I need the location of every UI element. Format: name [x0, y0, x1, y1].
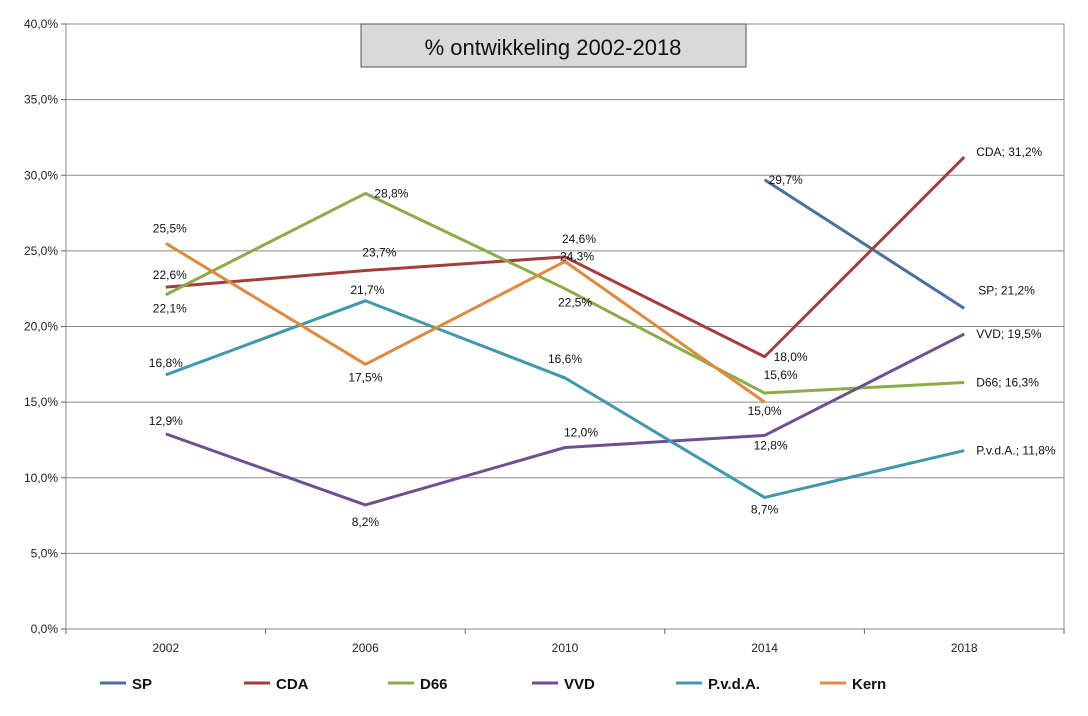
- x-tick-label: 2006: [352, 641, 379, 655]
- y-tick-label: 15,0%: [24, 395, 58, 409]
- x-tick-label: 2002: [152, 641, 179, 655]
- data-label-p-v-d-a: 16,6%: [548, 352, 582, 366]
- data-label-vvd: 12,8%: [754, 438, 788, 452]
- data-label-cda: CDA; 31,2%: [976, 145, 1042, 159]
- chart-title-box: % ontwikkeling 2002-2018: [360, 23, 747, 68]
- x-tick-label: 2014: [751, 641, 778, 655]
- legend-label-sp: SP: [132, 676, 152, 693]
- data-label-vvd: VVD; 19,5%: [976, 327, 1042, 341]
- data-label-kern: 15,0%: [748, 404, 782, 418]
- data-label-p-v-d-a: P.v.d.A.; 11,8%: [976, 444, 1056, 458]
- data-label-cda: 18,0%: [774, 350, 808, 364]
- legend: SP CDA D66 VVD P.v.d.A. Kern: [100, 676, 886, 693]
- chart-title: % ontwikkeling 2002-2018: [425, 35, 682, 60]
- data-label-p-v-d-a: 21,7%: [350, 283, 384, 297]
- data-label-vvd: 12,9%: [149, 414, 183, 428]
- y-tick-label: 0,0%: [31, 622, 59, 636]
- series-line-vvd: [165, 332, 965, 507]
- data-label-cda: 24,6%: [562, 232, 596, 246]
- legend-label-d66: D66: [420, 676, 448, 693]
- series-line-d66: [165, 191, 965, 395]
- title-box: [360, 23, 747, 68]
- data-label-sp: SP; 21,2%: [978, 283, 1035, 297]
- y-tick-label: 30,0%: [24, 168, 58, 182]
- y-tick-label: 35,0%: [24, 93, 58, 107]
- series-line-cda: [165, 156, 966, 359]
- series-line-p-v-d-a: [165, 299, 965, 499]
- data-label-d66: 28,8%: [374, 186, 408, 200]
- data-labels: 29,7% SP; 21,2% 22,6% 23,7% 24,6% 18,0% CDA; 3…: [149, 145, 1056, 529]
- data-label-d66: 22,1%: [153, 302, 187, 316]
- data-label-kern: 24,3%: [560, 249, 594, 263]
- data-label-p-v-d-a: 8,7%: [751, 502, 779, 516]
- grid: [65, 23, 1065, 630]
- data-label-vvd: 12,0%: [564, 426, 598, 440]
- data-label-vvd: 8,2%: [352, 515, 380, 529]
- x-tick-label: 2018: [951, 641, 978, 655]
- data-label-d66: D66; 16,3%: [976, 375, 1039, 389]
- series-line-sp: [763, 178, 966, 310]
- legend-label-kern: Kern: [852, 676, 886, 693]
- series-lines: [165, 156, 966, 507]
- data-label-cda: 23,7%: [362, 246, 396, 260]
- y-tick-label: 5,0%: [31, 546, 59, 560]
- y-tick-label: 20,0%: [24, 320, 58, 334]
- legend-label-vvd: VVD: [564, 676, 595, 693]
- series-line-kern: [165, 242, 766, 404]
- axes: 0,0% 5,0% 10,0% 15,0% 20,0% 25,0% 30,0% 35,0% 40…: [24, 17, 1065, 655]
- data-label-d66: 15,6%: [764, 368, 798, 382]
- y-tick-label: 10,0%: [24, 471, 58, 485]
- data-label-p-v-d-a: 16,8%: [149, 356, 183, 370]
- data-label-cda: 22,6%: [153, 268, 187, 282]
- legend-label-cda: CDA: [276, 676, 309, 693]
- data-label-sp: 29,7%: [769, 173, 803, 187]
- data-label-kern: 17,5%: [348, 370, 382, 384]
- y-tick-label: 25,0%: [24, 244, 58, 258]
- x-tick-label: 2010: [552, 641, 579, 655]
- data-label-d66: 22,5%: [558, 296, 592, 310]
- data-label-kern: 25,5%: [153, 221, 187, 235]
- y-tick-label: 40,0%: [24, 17, 58, 31]
- legend-label-p-v-d-a: P.v.d.A.: [708, 676, 760, 693]
